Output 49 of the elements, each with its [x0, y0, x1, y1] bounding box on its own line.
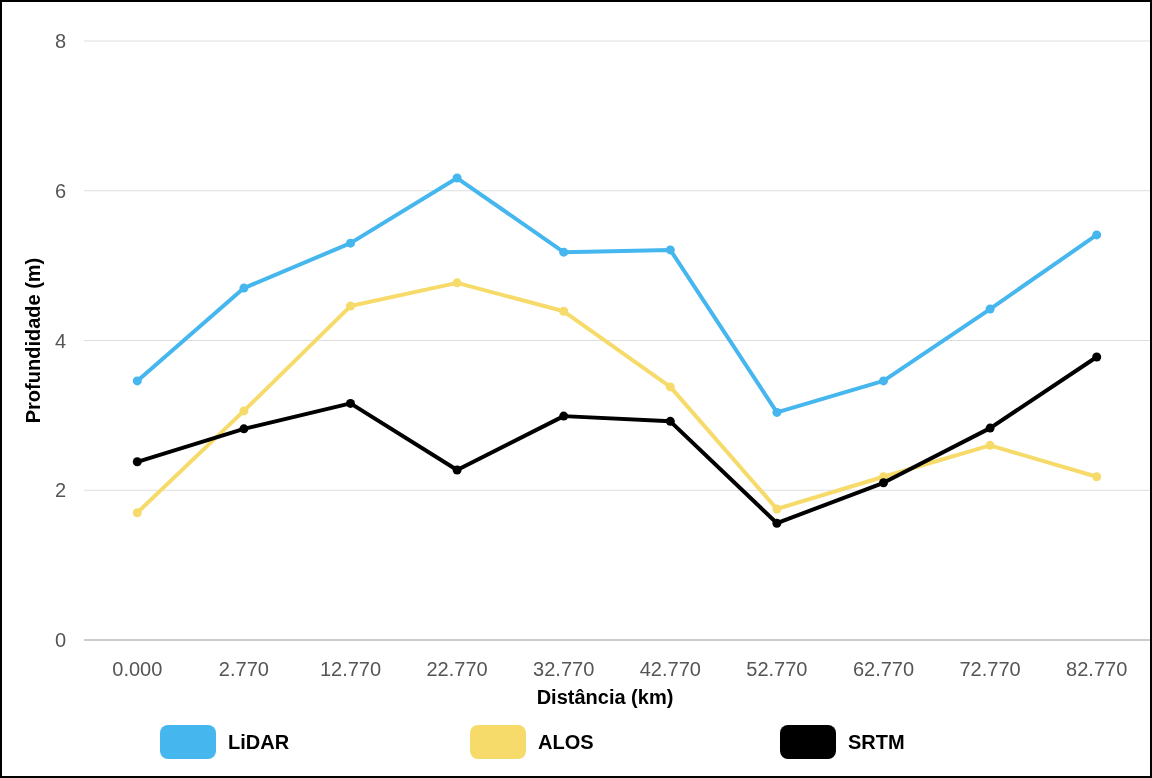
point — [346, 238, 355, 248]
point — [879, 376, 888, 386]
point — [452, 465, 462, 475]
x-tick-label: 82.770 — [1066, 658, 1128, 680]
legend-label: LiDAR — [228, 731, 290, 753]
point — [452, 173, 462, 183]
x-tick-label: 72.770 — [959, 658, 1021, 680]
point — [1092, 472, 1102, 482]
point — [879, 478, 888, 488]
y-tick-label: 8 — [54, 30, 66, 52]
y-tick-label: 4 — [54, 329, 66, 352]
point — [559, 306, 569, 316]
point — [346, 301, 355, 311]
x-tick-label: 32.770 — [533, 658, 595, 680]
point — [559, 247, 569, 257]
y-tick-label: 6 — [54, 179, 66, 202]
x-tick-label: 0.000 — [112, 658, 163, 680]
legend-label: ALOS — [538, 731, 594, 753]
y-tick-label: 0 — [54, 629, 66, 651]
point — [1092, 230, 1102, 240]
point — [772, 518, 782, 528]
point — [239, 424, 249, 434]
x-tick-label: 12.770 — [319, 658, 382, 680]
x-tick-label: 52.770 — [746, 658, 808, 680]
point — [346, 398, 355, 408]
point — [452, 278, 462, 288]
point — [665, 245, 675, 255]
point — [665, 416, 675, 426]
y-tick-label: 2 — [54, 479, 66, 502]
point — [985, 423, 995, 433]
point — [239, 406, 249, 416]
point — [665, 382, 675, 392]
point — [239, 283, 249, 293]
point — [1092, 352, 1102, 362]
point — [559, 411, 569, 421]
point — [985, 304, 995, 314]
x-axis-title: Distância (km) — [536, 686, 674, 708]
point — [772, 407, 782, 417]
y-axis-title: Profundidade (m) — [22, 257, 44, 424]
legend-label: SRTM — [848, 731, 905, 753]
point — [772, 504, 782, 514]
point — [985, 440, 995, 450]
point — [132, 508, 142, 518]
x-tick-label: 62.770 — [852, 658, 915, 680]
point — [132, 457, 142, 467]
x-tick-label: 22.770 — [426, 658, 488, 680]
point — [132, 376, 142, 386]
x-tick-label: 42.770 — [639, 658, 701, 680]
x-tick-label: 2.770 — [218, 658, 269, 680]
